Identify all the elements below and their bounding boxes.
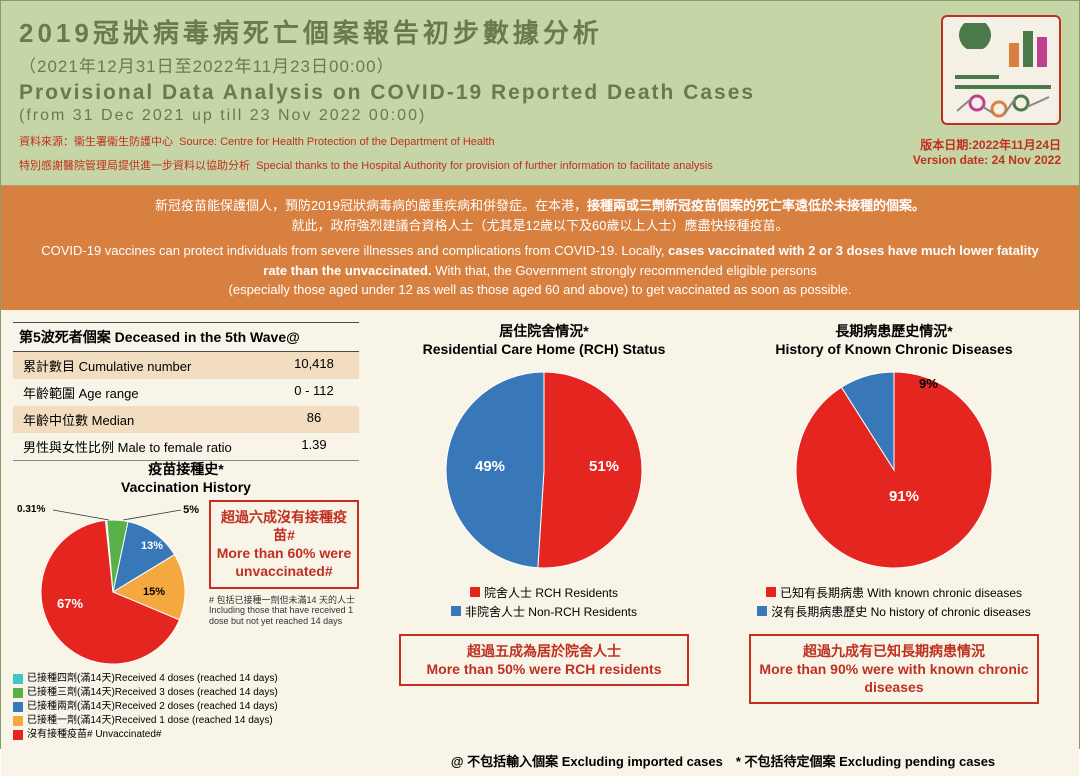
chronic-title: 長期病患歷史情況* History of Known Chronic Disea…	[729, 322, 1059, 358]
stats-row: 年齡中位數 Median86	[13, 406, 359, 433]
vacc-note: # 包括已接種一劑但未滿14 天的人士 Including those that…	[209, 595, 359, 627]
legend-item: 沒有長期病患歷史 No history of chronic diseases	[757, 603, 1030, 620]
pie-label: 67%	[57, 596, 83, 611]
vacc-callout: 超過六成沒有接種疫苗# More than 60% were unvaccina…	[209, 500, 359, 589]
chronic-panel: 長期病患歷史情況* History of Known Chronic Disea…	[729, 322, 1059, 705]
pie-label: 91%	[889, 488, 919, 505]
legend-item: 已接種一劑(滿14天)Received 1 dose (reached 14 d…	[13, 714, 359, 728]
page-root: 2019冠狀病毒病死亡個案報告初步數據分析 （2021年12月31日至2022年…	[0, 0, 1080, 749]
info-en: COVID-19 vaccines can protect individual…	[31, 241, 1049, 300]
pie-label: 49%	[475, 458, 505, 475]
legend-item: 已接種兩劑(滿14天)Received 2 doses (reached 14 …	[13, 700, 359, 714]
thanks-cn: 特別感謝醫院管理局提供進一步資料以協助分析	[19, 160, 250, 172]
legend-item: 已接種四劑(滿14天)Received 4 doses (reached 14 …	[13, 672, 359, 686]
legend-item: 院舍人士 RCH Residents	[470, 584, 618, 601]
pie-label: 9%	[919, 376, 938, 391]
info-band: 新冠疫苗能保護個人，預防2019冠狀病毒病的嚴重疾病和併發症。在本港，接種兩或三…	[1, 186, 1079, 310]
pie-label: 5%	[183, 504, 199, 516]
chronic-legend: 已知有長期病患 With known chronic diseases 沒有長期…	[729, 584, 1059, 620]
title-en: Provisional Data Analysis on COVID-19 Re…	[19, 81, 1061, 105]
version-cn: 版本日期:2022年11月24日	[913, 136, 1061, 153]
vacc-legend: 已接種四劑(滿14天)Received 4 doses (reached 14 …	[13, 672, 359, 742]
thanks-en: Special thanks to the Hospital Authority…	[256, 160, 713, 172]
footnote: @ 不包括輸入個案 Excluding imported cases * 不包括…	[379, 751, 1067, 770]
pie-label: 13%	[141, 540, 163, 552]
stats-row: 年齡範圍 Age range0 - 112	[13, 379, 359, 406]
source-en: Source: Centre for Health Protection of …	[179, 136, 495, 148]
vaccination-panel: 疫苗接種史* Vaccination History 0.31% 5% 13% …	[13, 460, 359, 742]
vacc-title: 疫苗接種史* Vaccination History	[13, 460, 359, 496]
vacc-pie: 0.31% 5% 13% 15% 67%	[13, 500, 203, 670]
version-date: 版本日期:2022年11月24日 Version date: 24 Nov 20…	[913, 136, 1061, 167]
rch-panel: 居住院舍情況* Residential Care Home (RCH) Stat…	[379, 322, 709, 687]
pie-label: 15%	[143, 586, 165, 598]
chronic-callout: 超過九成有已知長期病患情況 More than 90% were with kn…	[749, 634, 1039, 705]
header-icon	[941, 15, 1061, 125]
source-line-2: 特別感謝醫院管理局提供進一步資料以協助分析 Special thanks to …	[19, 157, 1061, 173]
legend-item: 已接種三劑(滿14天)Received 3 doses (reached 14 …	[13, 686, 359, 700]
header: 2019冠狀病毒病死亡個案報告初步數據分析 （2021年12月31日至2022年…	[1, 1, 1079, 186]
pie-label: 0.31%	[17, 504, 45, 515]
stats-title: 第5波死者個案 Deceased in the 5th Wave@	[13, 322, 359, 352]
stats-table: 第5波死者個案 Deceased in the 5th Wave@ 累計數目 C…	[13, 322, 359, 461]
rch-callout: 超過五成為居於院舍人士 More than 50% were RCH resid…	[399, 634, 689, 686]
rch-title: 居住院舍情況* Residential Care Home (RCH) Stat…	[379, 322, 709, 358]
rch-legend: 院舍人士 RCH Residents 非院舍人士 Non-RCH Residen…	[379, 584, 709, 620]
legend-item: 已知有長期病患 With known chronic diseases	[766, 584, 1022, 601]
version-en: Version date: 24 Nov 2022	[913, 153, 1061, 167]
chronic-pie: 91% 9%	[729, 358, 1059, 578]
stats-row: 男性與女性比例 Male to female ratio1.39	[13, 433, 359, 461]
legend-item: 沒有接種疫苗# Unvaccinated#	[13, 728, 359, 742]
pie-label: 51%	[589, 458, 619, 475]
main-content: 第5波死者個案 Deceased in the 5th Wave@ 累計數目 C…	[1, 310, 1079, 776]
source-cn: 資料來源：衞生署衞生防護中心	[19, 136, 173, 148]
subtitle-cn: （2021年12月31日至2022年11月23日00:00）	[19, 52, 1061, 77]
legend-item: 非院舍人士 Non-RCH Residents	[451, 603, 637, 620]
subtitle-en: (from 31 Dec 2021 up till 23 Nov 2022 00…	[19, 107, 1061, 125]
source-line-1: 資料來源：衞生署衞生防護中心 Source: Centre for Health…	[19, 133, 1061, 149]
stats-row: 累計數目 Cumulative number10,418	[13, 352, 359, 379]
rch-pie: 51% 49%	[379, 358, 709, 578]
info-cn: 新冠疫苗能保護個人，預防2019冠狀病毒病的嚴重疾病和併發症。在本港，接種兩或三…	[31, 196, 1049, 235]
title-cn: 2019冠狀病毒病死亡個案報告初步數據分析	[19, 13, 1061, 50]
